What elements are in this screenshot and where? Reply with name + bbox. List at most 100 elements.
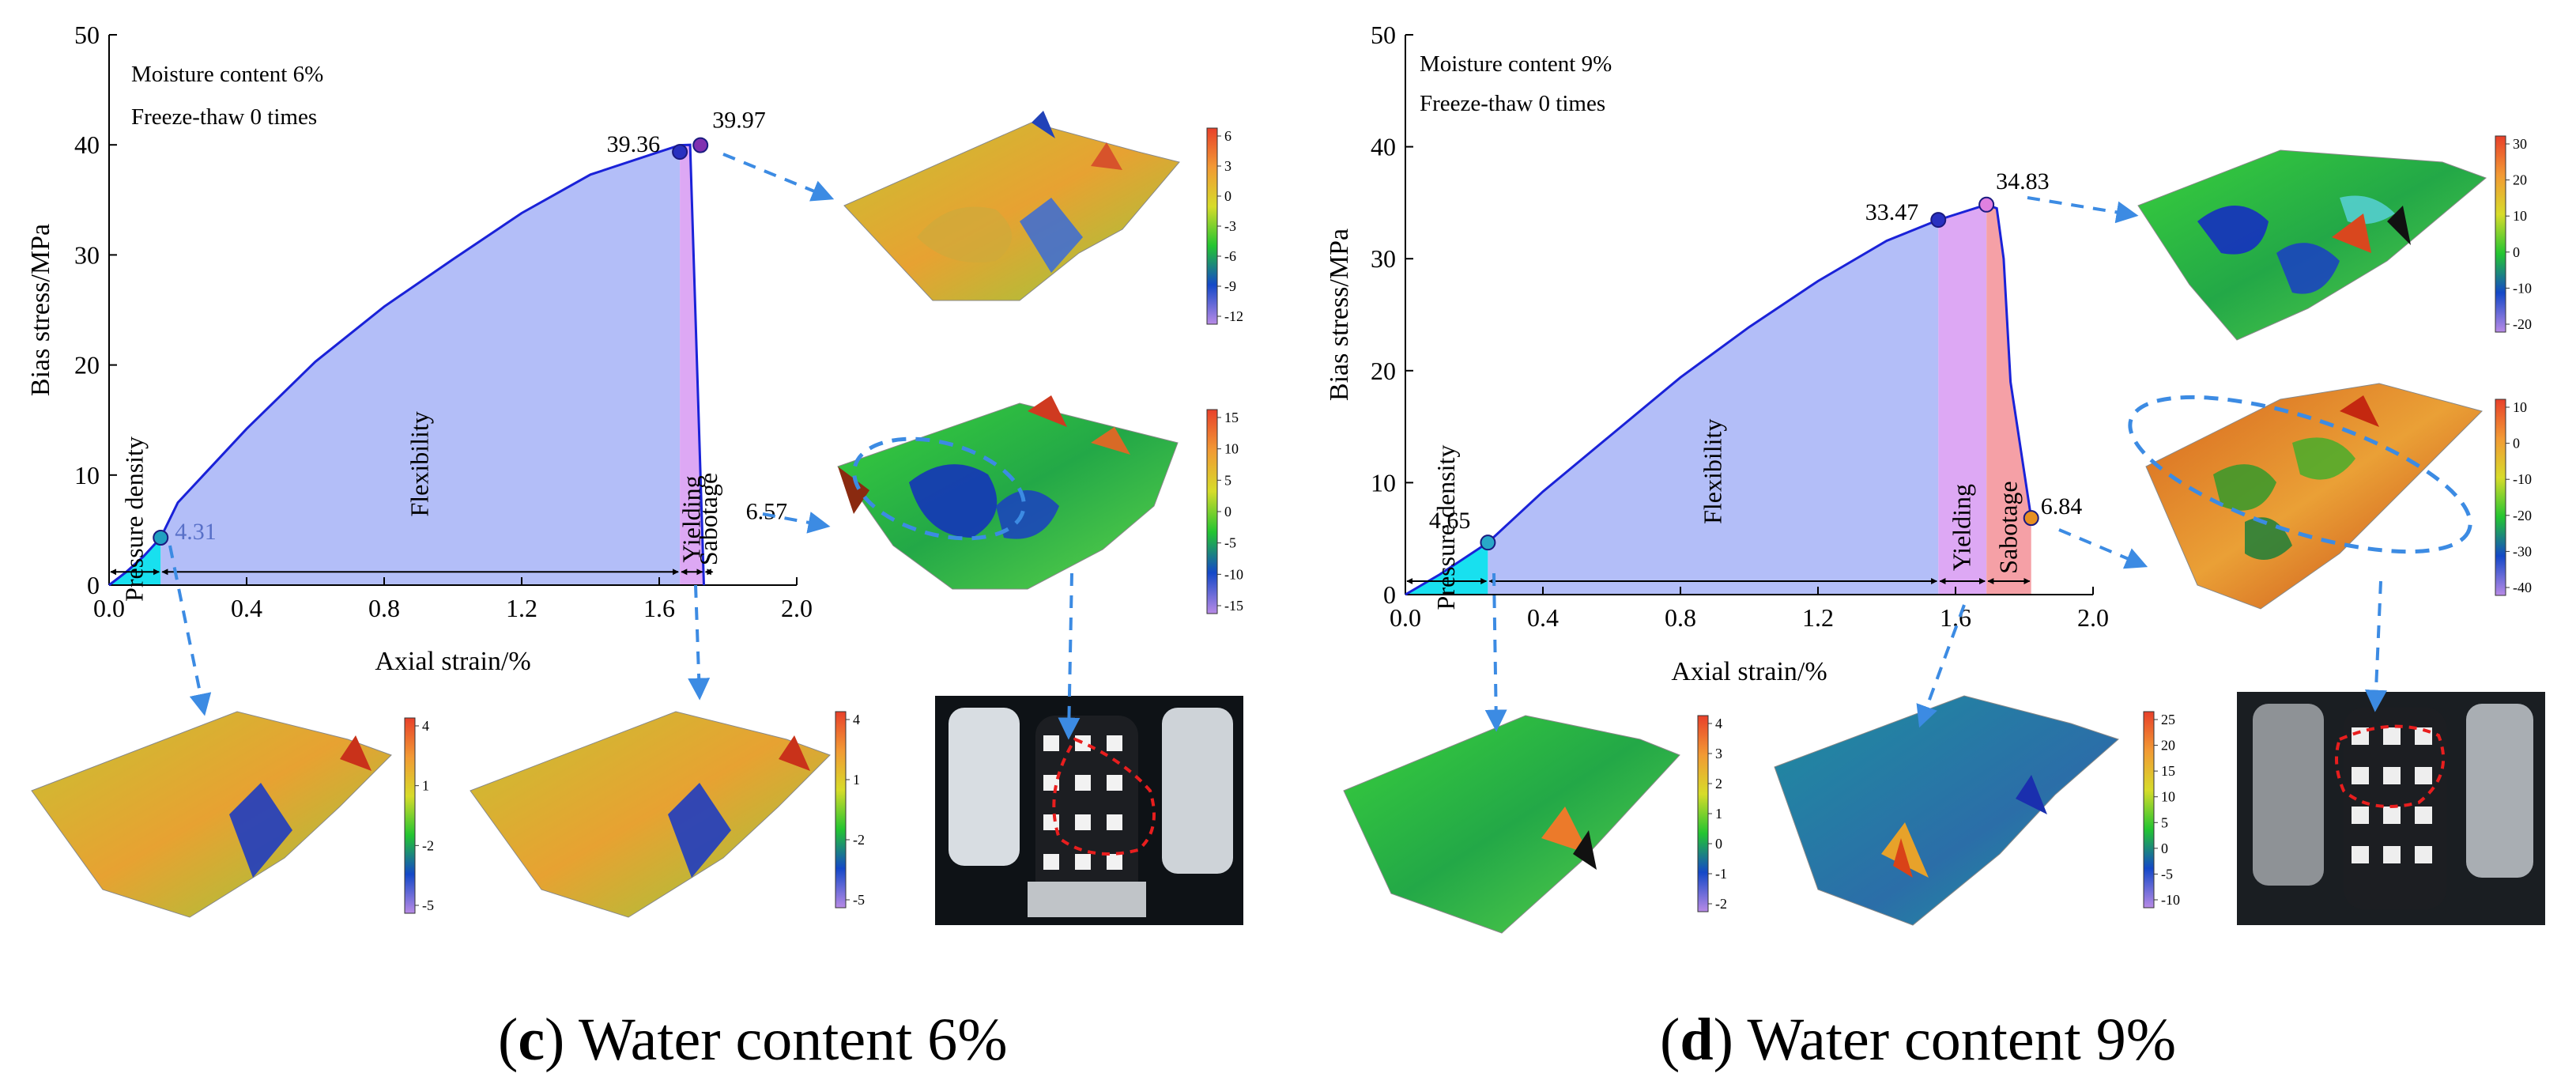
stage-fill-d-1	[1488, 220, 1939, 595]
points-d: 4.65 33.47 34.83 6.84	[1429, 168, 2082, 551]
x-tick-label-d: 0.0	[1390, 603, 1421, 632]
stage-label-c-1: Flexibility	[405, 411, 434, 516]
colorbar-tick-label-c: 1	[853, 772, 860, 788]
note-moisture-d: Moisture content 9%	[1420, 51, 1612, 77]
colorbar-yield-c-ticks: 4 1 -2 -5	[846, 712, 865, 908]
x-tick-label-c: 0.4	[231, 594, 262, 622]
colorbar-tick-label-d: 0	[2513, 436, 2520, 451]
strain-map-yield-c	[470, 711, 831, 918]
key-point-label-c-3: 6.57	[746, 499, 788, 525]
colorbar-tick-label-c: 0	[1224, 504, 1231, 519]
colorbar-yield-c: 4 1 -2 -5	[835, 711, 865, 909]
stage-label-d-0: Pressure density	[1431, 445, 1460, 610]
y-tick-label-c: 0	[87, 571, 100, 599]
checker-pattern-c	[1043, 735, 1122, 870]
stage-fill-d-2	[1938, 204, 1987, 595]
colorbar-peak-c: 6 3 0 -3 -6 -9 -12	[1206, 127, 1243, 325]
stage-label-c-3: Sabotage	[694, 473, 722, 565]
colorbar-compaction-c: 4 1 -2 -5	[404, 717, 434, 914]
stage-labels-d: Pressure density Flexibility Yielding Sabot…	[1406, 419, 2031, 610]
colorbar-peak-d-ticks: 30 20 10 0 -10 -20	[2506, 136, 2532, 332]
specimen-photo-c	[935, 696, 1243, 925]
colorbar-tick-label-c: 4	[853, 712, 860, 727]
damage-outline-c	[852, 436, 1026, 541]
colorbar-tick-label-d: 3	[1715, 746, 1722, 761]
colorbar-compaction-c-ticks: 4 1 -2 -5	[415, 718, 434, 913]
colorbar-failure-d: 10 0 -10 -20 -30 -40	[2495, 399, 2532, 596]
arrows-c	[168, 153, 1081, 740]
stage-fill-c-1	[160, 145, 681, 586]
colorbar-peak-c-ticks: 6 3 0 -3 -6 -9 -12	[1217, 128, 1243, 324]
caption-c-text: Water content 6%	[564, 1007, 1007, 1073]
x-tick-label-d: 0.8	[1665, 603, 1696, 632]
colorbar-tick-label-d: 1	[1715, 806, 1722, 822]
x-tick-label-c: 2.0	[781, 594, 813, 622]
colorbar-tick-label-d: 2	[1715, 776, 1722, 791]
colorbar-failure-c-ticks: 15 10 5 0 -5 -10 -15	[1217, 410, 1243, 614]
caption-d-letter: d	[1680, 1007, 1713, 1073]
caption-d-text: Water content 9%	[1733, 1007, 2176, 1073]
colorbar-failure-d-ticks: 10 0 -10 -20 -30 -40	[2506, 399, 2532, 595]
strain-map-failure-c	[837, 395, 1179, 590]
colorbar-tick-label-d: 5	[2161, 814, 2168, 830]
colorbar-tick-label-d: -1	[1715, 866, 1727, 882]
strain-map-compaction-c	[31, 711, 392, 918]
stage-fills-d	[1405, 204, 2031, 595]
key-point-label-d-0: 4.65	[1429, 508, 1471, 534]
axes-c: 0.0 0.4 0.8 1.2 1.6 2.0 0 10 20 30 40 50 Axial strai…	[26, 21, 813, 676]
y-tick-label-d: 50	[1371, 21, 1396, 49]
chart-c: 0.0 0.4 0.8 1.2 1.6 2.0 0 10 20 30 40 50 Axial strai…	[26, 21, 813, 676]
colorbar-tick-label-c: -5	[1224, 535, 1236, 551]
y-tick-label-d: 40	[1371, 133, 1396, 161]
key-point-c-0	[153, 530, 169, 546]
note-freeze-c: Freeze-thaw 0 times	[131, 104, 317, 130]
x-tick-label-d: 1.2	[1802, 603, 1834, 632]
colorbar-tick-label-c: -12	[1224, 308, 1243, 324]
colorbar-tick-label-d: 10	[2513, 399, 2527, 415]
colorbar-tick-label-c: -2	[853, 832, 865, 848]
colorbar-tick-label-d: 30	[2513, 136, 2527, 152]
x-axis-title-d: Axial strain/%	[1671, 657, 1827, 686]
colorbar-tick-label-d: -5	[2161, 866, 2173, 882]
y-axis-title-c: Bias stress/MPa	[26, 224, 55, 396]
x-tick-label-c: 0.0	[93, 594, 125, 622]
colorbar-tick-label-d: 10	[2513, 208, 2527, 224]
colorbar-tick-label-c: -5	[853, 892, 865, 908]
stage-fill-c-2	[680, 145, 704, 585]
colorbar-tick-label-c: -5	[422, 897, 434, 913]
caption-d: (d) Water content 9%	[1660, 1007, 2176, 1073]
strain-map-yield-d	[1774, 695, 2119, 926]
colorbar-tick-label-d: 4	[1715, 716, 1722, 731]
colorbar-compaction-d: 4 3 2 1 0 -1 -2	[1697, 715, 1727, 912]
stage-label-c-2: Yielding	[677, 475, 705, 562]
colorbar-tick-label-d: -10	[2513, 471, 2532, 487]
colorbar-tick-label-d: -10	[2513, 280, 2532, 296]
key-point-d-0	[1480, 535, 1496, 551]
y-tick-label-c: 40	[74, 130, 100, 159]
colorbar-tick-label-c: 4	[422, 718, 429, 734]
x-tick-label-d: 2.0	[2077, 603, 2109, 632]
stage-label-d-3: Sabotage	[1993, 481, 2022, 573]
curve-c	[108, 143, 705, 587]
note-freeze-d: Freeze-thaw 0 times	[1420, 91, 1605, 116]
caption-c-letter: c	[518, 1007, 545, 1073]
y-axis-title-d: Bias stress/MPa	[1325, 229, 1354, 401]
stage-label-d-1: Flexibility	[1698, 419, 1726, 524]
strain-map-failure-d	[2145, 383, 2483, 610]
colorbar-tick-label-c: 6	[1224, 128, 1231, 144]
key-point-label-c-2: 39.97	[712, 108, 766, 134]
colorbar-tick-label-d: 15	[2161, 763, 2175, 779]
colorbar-tick-label-d: -2	[1715, 896, 1727, 912]
colorbar-tick-label-d: -40	[2513, 580, 2532, 595]
colorbar-peak-d: 30 20 10 0 -10 -20	[2495, 135, 2532, 333]
x-axis-title-c: Axial strain/%	[375, 647, 530, 676]
checker-pattern-d	[2352, 727, 2432, 863]
y-tick-label-d: 10	[1371, 468, 1396, 497]
colorbar-tick-label-c: -6	[1224, 248, 1236, 264]
strain-map-peak-c	[843, 111, 1180, 301]
y-tick-label-c: 20	[74, 351, 100, 380]
points-c: 4.31 39.36 39.97 6.57	[153, 108, 788, 546]
colorbar-tick-label-c: 3	[1224, 158, 1231, 174]
colorbar-tick-label-d: 0	[2513, 244, 2520, 260]
